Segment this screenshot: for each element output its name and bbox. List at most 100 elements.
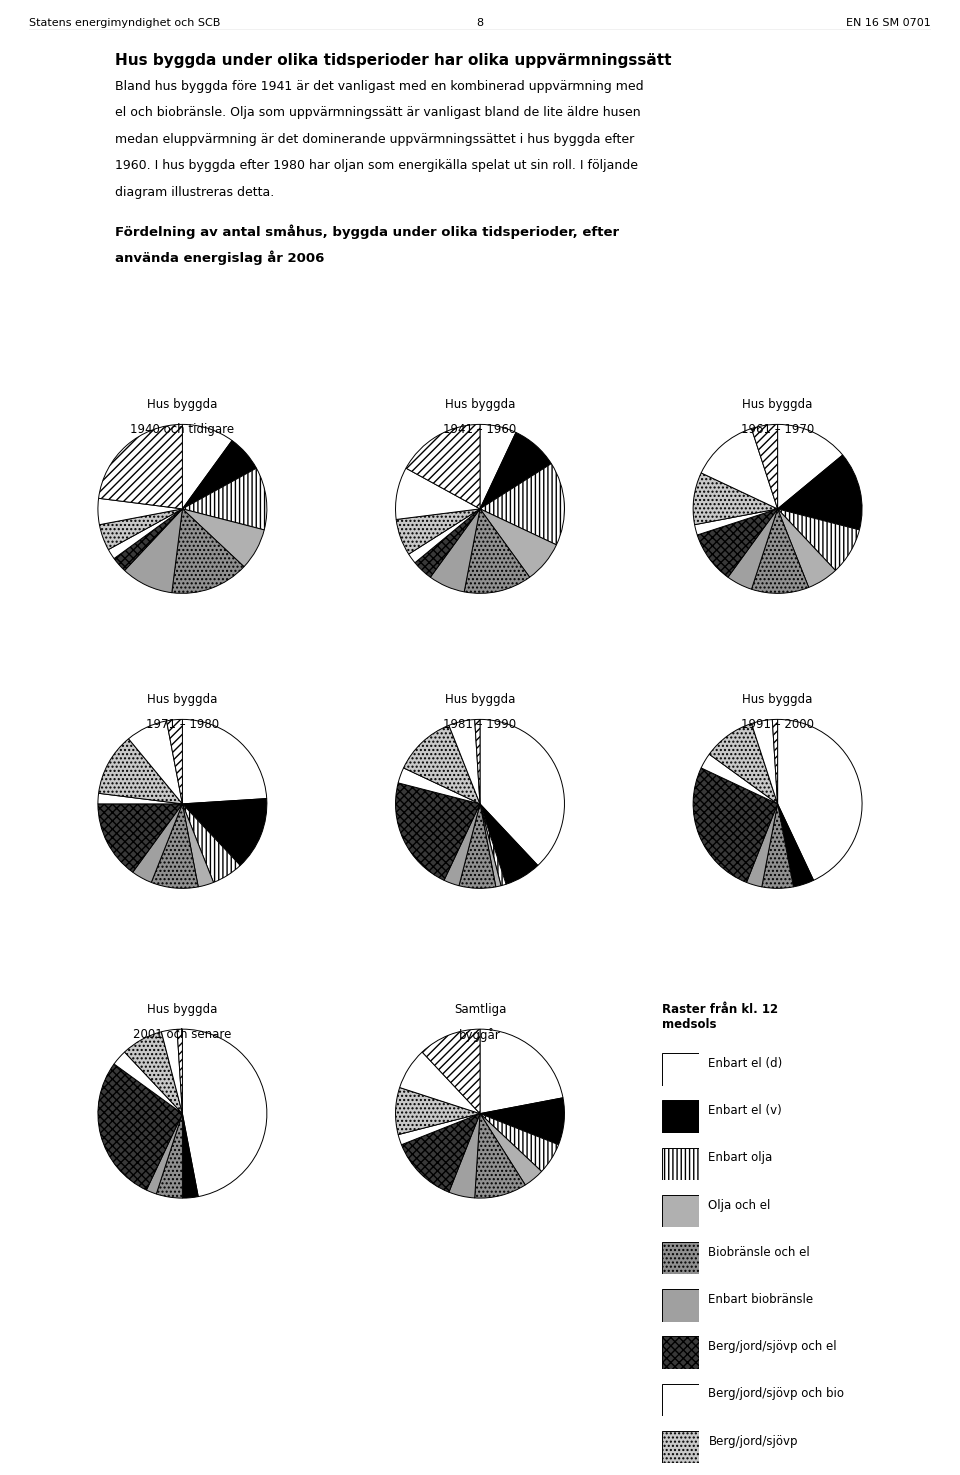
Wedge shape (480, 463, 564, 544)
Text: Fördelning av antal småhus, byggda under olika tidsperioder, efter: Fördelning av antal småhus, byggda under… (115, 224, 619, 239)
Text: Hus byggda: Hus byggda (742, 398, 813, 412)
Wedge shape (778, 509, 859, 571)
Wedge shape (695, 509, 778, 535)
Text: Bland hus byggda före 1941 är det vanligast med en kombinerad uppvärmning med: Bland hus byggda före 1941 är det vanlig… (115, 80, 644, 93)
Text: diagram illustreras detta.: diagram illustreras detta. (115, 186, 275, 199)
Wedge shape (772, 720, 778, 804)
Wedge shape (422, 1030, 480, 1114)
Wedge shape (480, 720, 564, 866)
Wedge shape (147, 1114, 182, 1193)
Text: 1941 – 1960: 1941 – 1960 (444, 423, 516, 437)
Text: Berg/jord/sjövp och el: Berg/jord/sjövp och el (708, 1341, 837, 1353)
Text: 2001 och senare: 2001 och senare (133, 1028, 231, 1041)
Text: Biobränsle och el: Biobränsle och el (708, 1246, 810, 1258)
Wedge shape (701, 754, 778, 804)
Text: EN 16 SM 0701: EN 16 SM 0701 (847, 18, 931, 28)
Wedge shape (430, 509, 480, 591)
Wedge shape (697, 509, 778, 577)
Wedge shape (98, 804, 182, 872)
Wedge shape (98, 499, 182, 525)
Wedge shape (403, 726, 480, 804)
Text: 1961 – 1970: 1961 – 1970 (741, 423, 814, 437)
Wedge shape (409, 509, 480, 563)
Text: 1991 – 2000: 1991 – 2000 (741, 718, 814, 732)
Text: Hus byggda: Hus byggda (147, 693, 218, 707)
Text: Enbart biobränsle: Enbart biobränsle (708, 1294, 814, 1305)
Wedge shape (396, 783, 480, 881)
Text: 1971 – 1980: 1971 – 1980 (146, 718, 219, 732)
Wedge shape (182, 720, 267, 804)
Wedge shape (156, 1114, 182, 1198)
Wedge shape (167, 720, 182, 804)
Wedge shape (747, 804, 778, 886)
Wedge shape (177, 1030, 182, 1114)
Wedge shape (182, 441, 256, 509)
Wedge shape (398, 768, 480, 804)
Text: Statens energimyndighet och SCB: Statens energimyndighet och SCB (29, 18, 220, 28)
Wedge shape (401, 1114, 480, 1192)
Wedge shape (132, 804, 182, 882)
Text: Samtliga: Samtliga (454, 1003, 506, 1016)
Text: Hus byggda under olika tidsperioder har olika uppvärmningssätt: Hus byggda under olika tidsperioder har … (115, 53, 672, 68)
Wedge shape (778, 720, 862, 881)
Text: Raster från kl. 12
medsols: Raster från kl. 12 medsols (662, 1003, 779, 1031)
Wedge shape (762, 804, 793, 888)
Wedge shape (98, 794, 182, 804)
Wedge shape (182, 798, 267, 866)
Wedge shape (152, 804, 198, 888)
Text: Hus byggda: Hus byggda (147, 398, 218, 412)
Wedge shape (399, 1052, 480, 1114)
Wedge shape (459, 804, 495, 888)
Text: Enbart el (d): Enbart el (d) (708, 1058, 782, 1069)
Wedge shape (449, 1114, 480, 1198)
Text: Berg/jord/sjövp: Berg/jord/sjövp (708, 1435, 798, 1447)
Text: Hus byggda: Hus byggda (147, 1003, 218, 1016)
Wedge shape (480, 509, 557, 577)
Wedge shape (114, 1052, 182, 1114)
Wedge shape (125, 509, 182, 593)
Wedge shape (778, 454, 862, 530)
Wedge shape (182, 509, 264, 566)
Wedge shape (182, 468, 267, 530)
Wedge shape (99, 739, 182, 804)
Wedge shape (480, 1030, 563, 1114)
Wedge shape (480, 1114, 559, 1171)
Wedge shape (465, 509, 530, 593)
Wedge shape (480, 804, 538, 884)
Wedge shape (752, 425, 778, 509)
Wedge shape (480, 804, 506, 885)
Wedge shape (778, 509, 835, 587)
Wedge shape (474, 1114, 525, 1198)
Wedge shape (182, 804, 240, 882)
Text: Enbart el (v): Enbart el (v) (708, 1105, 782, 1117)
Text: Olja och el: Olja och el (708, 1199, 771, 1211)
Wedge shape (752, 509, 808, 593)
Wedge shape (396, 509, 480, 555)
Text: byggår: byggår (459, 1028, 501, 1041)
Text: 8: 8 (476, 18, 484, 28)
Text: Enbart olja: Enbart olja (708, 1152, 773, 1164)
Wedge shape (709, 724, 778, 804)
Wedge shape (728, 509, 778, 589)
Text: 1940 och tidigare: 1940 och tidigare (131, 423, 234, 437)
Wedge shape (398, 1114, 480, 1145)
Wedge shape (98, 1063, 182, 1190)
Text: medan eluppvärmning är det dominerande uppvärmningssättet i hus byggda efter: medan eluppvärmning är det dominerande u… (115, 133, 635, 146)
Wedge shape (99, 425, 182, 509)
Text: el och biobränsle. Olja som uppvärmningssätt är vanligast bland de lite äldre hu: el och biobränsle. Olja som uppvärmnings… (115, 106, 641, 119)
Wedge shape (182, 1030, 267, 1196)
Wedge shape (415, 509, 480, 577)
Wedge shape (108, 509, 182, 559)
Wedge shape (778, 425, 843, 509)
Wedge shape (406, 425, 480, 509)
Wedge shape (172, 509, 244, 593)
Wedge shape (480, 1114, 541, 1184)
Text: Berg/jord/sjövp och bio: Berg/jord/sjövp och bio (708, 1388, 845, 1400)
Wedge shape (396, 468, 480, 519)
Wedge shape (449, 720, 480, 804)
Text: 1981 – 1990: 1981 – 1990 (444, 718, 516, 732)
Wedge shape (778, 804, 813, 886)
Wedge shape (480, 425, 516, 509)
Wedge shape (182, 804, 213, 886)
Wedge shape (693, 768, 778, 882)
